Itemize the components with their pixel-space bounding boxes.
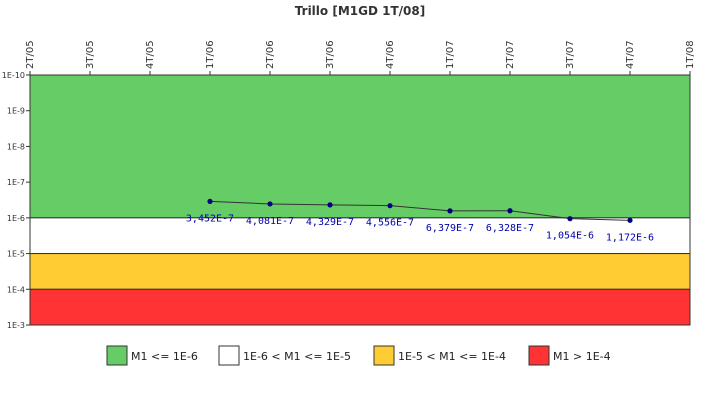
data-point [267, 201, 273, 207]
y-tick-label: 1E-7 [7, 178, 25, 187]
risk-bands [29, 74, 691, 326]
data-point [627, 217, 633, 223]
data-label: 3,452E-7 [186, 213, 234, 224]
legend: M1 <= 1E-6 1E-6 < M1 <= 1E-5 1E-5 < M1 <= … [106, 345, 611, 366]
x-tick-label: 4T/07 [625, 40, 636, 69]
data-labels: 3,452E-7 4,081E-7 4,329E-7 4,556E-7 6,379E-7… [186, 213, 654, 243]
x-tick-label: 1T/07 [445, 40, 456, 69]
x-tick-label: 3T/06 [325, 40, 336, 69]
band-1 [29, 74, 691, 219]
y-tick-label: 1E-9 [7, 107, 25, 116]
y-tick-label: 1E-4 [7, 285, 25, 294]
y-tick-label: 1E-8 [7, 142, 25, 151]
x-tick-label: 4T/06 [385, 40, 396, 69]
legend-label: 1E-6 < M1 <= 1E-5 [243, 350, 351, 363]
legend-swatch [528, 345, 550, 366]
chart-title: Trillo [M1GD 1T/08] [295, 4, 425, 18]
legend-swatch [106, 345, 128, 366]
data-label: 4,556E-7 [366, 218, 414, 229]
x-tick-label: 1T/08 [685, 40, 696, 69]
legend-swatch [218, 345, 240, 366]
data-point [207, 198, 213, 204]
data-label: 6,379E-7 [426, 223, 474, 234]
band-4 [29, 288, 691, 326]
data-label: 1,172E-6 [606, 232, 654, 243]
x-tick-label: 3T/07 [565, 40, 576, 69]
data-label: 4,081E-7 [246, 216, 294, 227]
y-tick-label: 1E-6 [7, 214, 25, 223]
data-label: 4,329E-7 [306, 217, 354, 228]
data-point [327, 202, 333, 208]
data-point [567, 216, 573, 222]
y-tick-label: 1E-10 [2, 71, 25, 80]
data-label: 1,054E-6 [546, 231, 594, 242]
data-point [447, 208, 453, 214]
legend-label: M1 > 1E-4 [553, 350, 611, 363]
x-tick-label: 1T/06 [205, 40, 216, 69]
band-2 [29, 217, 691, 255]
data-point [507, 208, 513, 214]
series-line [209, 200, 631, 221]
series [207, 198, 633, 223]
legend-label: M1 <= 1E-6 [131, 350, 198, 363]
x-tick-label: 4T/05 [145, 40, 156, 69]
x-axis: 2T/05 3T/05 4T/05 1T/06 2T/06 3T/06 4T/06 1T/07… [25, 40, 696, 76]
legend-swatch [373, 345, 395, 366]
y-tick-label: 1E-5 [7, 250, 25, 259]
x-tick-label: 3T/05 [85, 40, 96, 69]
data-label: 6,328E-7 [486, 223, 534, 234]
data-point [387, 203, 393, 209]
band-3 [29, 253, 691, 290]
x-tick-label: 2T/06 [265, 40, 276, 69]
x-tick-label: 2T/07 [505, 40, 516, 69]
x-tick-label: 2T/05 [25, 40, 36, 69]
legend-label: 1E-5 < M1 <= 1E-4 [398, 350, 506, 363]
y-axis: 1E-10 1E-9 1E-8 1E-7 1E-6 1E-5 1E-4 1E-3 [2, 71, 31, 330]
y-tick-label: 1E-3 [7, 321, 25, 330]
